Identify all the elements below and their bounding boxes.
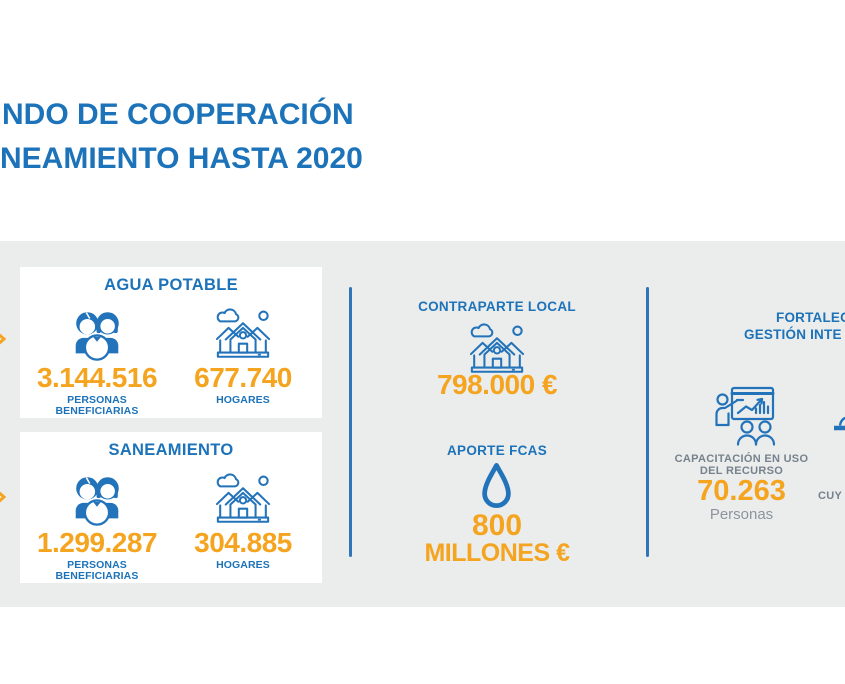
water-drop-icon xyxy=(481,461,512,516)
stat-value: 1.299.287 xyxy=(36,527,158,558)
stat-value: 3.144.516 xyxy=(36,362,158,393)
houses-icon xyxy=(172,301,314,365)
aporte-fcas-title: APORTE FCAS xyxy=(446,443,548,458)
cropped-right-label: CUY xyxy=(818,490,843,502)
page-title-line2: NEAMIENTO HASTA 2020 xyxy=(0,142,363,175)
aporte-fcas-value: 800 xyxy=(471,509,523,542)
page-title-line1: NDO DE COOPERACIÓN xyxy=(2,98,354,131)
aporte-fcas-unit: MILLONES € xyxy=(424,539,570,567)
capacitacion-value: 70.263 xyxy=(697,475,786,507)
card-title: AGUA POTABLE xyxy=(104,276,238,294)
people-group-icon xyxy=(26,301,168,365)
capacitacion-label: CAPACITACIÓN EN USO DEL RECURSO xyxy=(659,453,824,477)
right-section-header-line1: FORTALEC xyxy=(776,310,845,325)
capacitacion-label-line1: CAPACITACIÓN EN USO xyxy=(674,453,809,465)
orange-chevron-fragment-icon xyxy=(0,491,7,503)
card-title: SANEAMIENTO xyxy=(108,441,234,459)
stat-hogares: 304.885 HOGARES xyxy=(172,466,314,571)
contraparte-local-title: CONTRAPARTE LOCAL xyxy=(418,299,576,314)
contraparte-local-value: 798.000 € xyxy=(436,369,558,400)
divider-line xyxy=(349,287,352,557)
stat-personas: 1.299.287 PERSONAS BENEFICIARIAS xyxy=(26,466,168,582)
stat-label: HOGARES xyxy=(216,394,270,406)
card-agua-potable: AGUA POTABLE 3.144.516 PERSONAS BENEFICI… xyxy=(20,267,322,418)
capacitacion-label-line2: DEL RECURSO xyxy=(699,464,784,477)
stat-value: 304.885 xyxy=(194,527,292,558)
stat-label: HOGARES xyxy=(216,559,270,571)
stat-label: PERSONAS BENEFICIARIAS xyxy=(55,559,139,582)
stat-value: 677.740 xyxy=(194,362,292,393)
stat-label: PERSONAS BENEFICIARIAS xyxy=(55,394,139,417)
houses-icon xyxy=(172,466,314,530)
stat-personas: 3.144.516 PERSONAS BENEFICIARIAS xyxy=(26,301,168,417)
orange-chevron-fragment-icon xyxy=(0,333,7,345)
divider-line xyxy=(646,287,649,557)
stat-hogares: 677.740 HOGARES xyxy=(172,301,314,406)
capacitacion-unit: Personas xyxy=(709,506,774,523)
people-group-icon xyxy=(26,466,168,530)
training-presentation-icon xyxy=(711,386,776,451)
card-saneamiento: SANEAMIENTO 1.299.287 PERSONAS BENEFICIA… xyxy=(20,432,322,583)
cropped-right-icon xyxy=(831,398,845,437)
right-section-header-line2: GESTIÓN INTE xyxy=(744,327,842,342)
